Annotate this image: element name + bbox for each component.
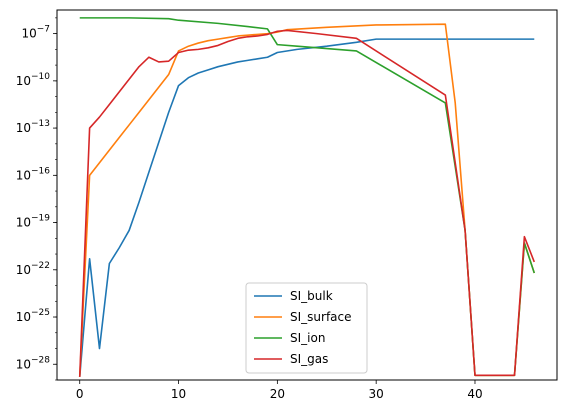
x-tick-label: 20 [270,387,285,401]
y-tick-label: 10−10 [16,72,51,88]
x-axis-ticks: 0 10 20 30 40 [76,380,483,401]
x-tick-label: 10 [171,387,186,401]
legend-label-si-surface: SI_surface [290,310,352,324]
legend-label-si-bulk: SI_bulk [290,289,333,303]
axes-layer [56,9,558,381]
y-tick-label: 10−16 [16,166,51,182]
y-tick-label: 10−19 [16,214,51,230]
x-tick-label: 30 [369,387,384,401]
series-layer [78,17,536,377]
y-tick-label: 10−7 [21,25,50,41]
series-line-si-surface [78,23,536,377]
y-axis-ticks: 10−28 10−25 10−22 10−19 10−16 10−13 10−10 10−7 [16,17,57,381]
legend-label-si-ion: SI_ion [290,331,325,345]
legend-label-si-gas: SI_gas [290,352,328,366]
legend-box [245,282,368,374]
y-tick-label: 10−22 [16,261,50,277]
y-tick-label: 10−25 [16,308,50,324]
legend: SI_bulk SI_surface SI_ion SI_gas [245,282,368,374]
y-tick-label: 10−28 [16,355,51,371]
series-line-si-gas [78,29,536,377]
plot-frame [56,9,558,381]
x-tick-label: 0 [76,387,84,401]
y-tick-label: 10−13 [16,119,50,135]
series-line-si-bulk [78,38,535,377]
x-tick-label: 40 [467,387,482,401]
